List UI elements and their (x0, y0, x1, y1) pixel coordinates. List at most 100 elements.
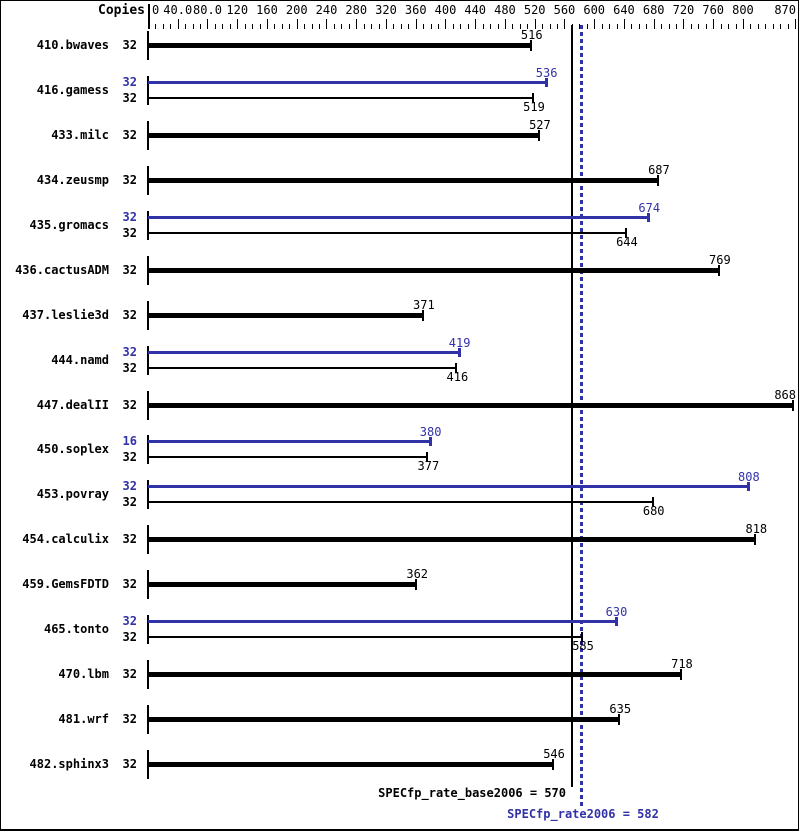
copies-value: 32 (122, 75, 137, 89)
bar-end-tick (532, 93, 534, 103)
copies-value: 32 (122, 226, 137, 240)
bar-end-tick (422, 310, 424, 321)
bar-end-tick (792, 400, 794, 411)
benchmark-row: 459.GemsFDTD 32 362 (1, 562, 798, 607)
peak-bar (148, 216, 649, 219)
benchmark-row: 454.calculix 32 818 (1, 517, 798, 562)
benchmark-row: 444.namd 32 419 32 416 (1, 337, 798, 384)
bar-value-label: 687 (648, 163, 670, 177)
copies-value: 32 (122, 667, 137, 681)
peak-result-label: SPECfp_rate2006 = 582 (507, 807, 659, 821)
bar-end-tick (458, 348, 461, 357)
x-axis-tick (654, 19, 655, 29)
benchmark-row: 447.dealII 32 868 (1, 383, 798, 428)
x-axis-tick (304, 24, 305, 29)
x-axis-tick-label: 720 (672, 3, 695, 17)
x-axis-tick (155, 24, 156, 29)
copies-value: 32 (122, 173, 137, 187)
benchmark-row: 436.cactusADM 32 769 (1, 248, 798, 293)
benchmark-row: 450.soplex 16 380 32 377 (1, 426, 798, 473)
x-axis-tick (661, 24, 662, 29)
x-axis-tick (483, 24, 484, 29)
peak-bar (148, 440, 431, 443)
base-bar (148, 232, 627, 234)
x-axis-tick (326, 19, 327, 29)
x-axis-tick-label: 870 (774, 3, 796, 17)
benchmark-name: 447.dealII (36, 398, 109, 412)
bar-value-label: 536 (535, 66, 558, 80)
base-bar (148, 178, 659, 183)
bar-value-label: 371 (413, 298, 435, 312)
x-axis-tick (520, 24, 521, 29)
copies-column-header: Copies (98, 3, 145, 18)
base-bar (148, 268, 720, 273)
x-axis-tick (780, 24, 781, 29)
x-axis-tick-label: 160 (256, 3, 278, 17)
x-axis-tick-label: 120 (226, 3, 249, 17)
bar-end-tick (426, 452, 428, 462)
copies-value: 32 (122, 495, 137, 509)
copies-value: 32 (122, 450, 137, 464)
x-axis-tick (297, 19, 298, 29)
x-axis-tick (356, 19, 357, 29)
x-axis-tick (617, 24, 618, 29)
x-axis-tick (431, 24, 432, 29)
x-axis-tick (341, 24, 342, 29)
x-axis-tick (371, 24, 372, 29)
x-axis-tick (706, 24, 707, 29)
base-bar (148, 537, 756, 542)
x-axis-tick (460, 24, 461, 29)
copies-value: 32 (122, 398, 137, 412)
benchmark-row: 434.zeusmp 32 687 (1, 158, 798, 203)
benchmark-name: 410.bwaves (36, 38, 109, 52)
x-axis-tick (669, 24, 670, 29)
x-axis-tick (795, 19, 796, 29)
x-axis-tick (267, 19, 268, 29)
peak-mean-line (580, 25, 583, 809)
benchmark-row: 453.povray 32 808 32 680 (1, 470, 798, 518)
bar-value-label: 868 (774, 388, 796, 402)
bar-value-label: 680 (642, 504, 665, 518)
copies-value: 32 (122, 479, 137, 493)
benchmark-name: 470.lbm (58, 667, 109, 681)
x-axis-tick (691, 24, 692, 29)
x-axis-tick-label: 0 (152, 3, 160, 17)
x-axis-tick (765, 24, 766, 29)
x-axis-tick (274, 24, 275, 29)
bar-value-label: 519 (523, 100, 545, 114)
bar-end-tick (680, 669, 682, 680)
base-result-label: SPECfp_rate_base2006 = 570 (378, 786, 566, 800)
benchmark-name: 436.cactusADM (15, 263, 109, 277)
bar-end-tick (545, 78, 548, 87)
base-bar (148, 367, 457, 369)
bar-end-tick (429, 437, 432, 446)
bar-value-label: 362 (406, 567, 429, 581)
benchmark-row: 410.bwaves 32 516 (1, 23, 798, 68)
bar-end-tick (718, 265, 720, 276)
x-axis-tick (609, 24, 610, 29)
bar-value-label: 377 (417, 459, 440, 473)
bar-value-label: 644 (616, 235, 638, 249)
x-axis-tick (639, 24, 640, 29)
x-axis-tick (445, 19, 446, 29)
x-axis-tick-label: 360 (404, 3, 427, 17)
bar-end-tick (625, 228, 627, 238)
row-axis-segment (147, 480, 149, 509)
row-axis-segment (147, 346, 149, 375)
x-axis-tick-label: 440 (464, 3, 487, 17)
x-axis-tick-label: 600 (583, 3, 606, 17)
peak-bar (148, 351, 460, 354)
bar-value-label: 527 (529, 118, 551, 132)
copies-value: 32 (122, 361, 137, 375)
x-axis-origin-tick (148, 4, 150, 29)
x-axis-tick (579, 24, 580, 29)
bar-end-tick (618, 714, 620, 725)
bar-value-label: 546 (543, 747, 565, 761)
bar-value-label: 808 (738, 470, 760, 484)
x-axis-tick-label: 760 (702, 3, 725, 17)
copies-value: 32 (122, 532, 137, 546)
base-bar (148, 717, 620, 722)
x-axis-tick (282, 24, 283, 29)
x-axis-tick (736, 24, 737, 29)
